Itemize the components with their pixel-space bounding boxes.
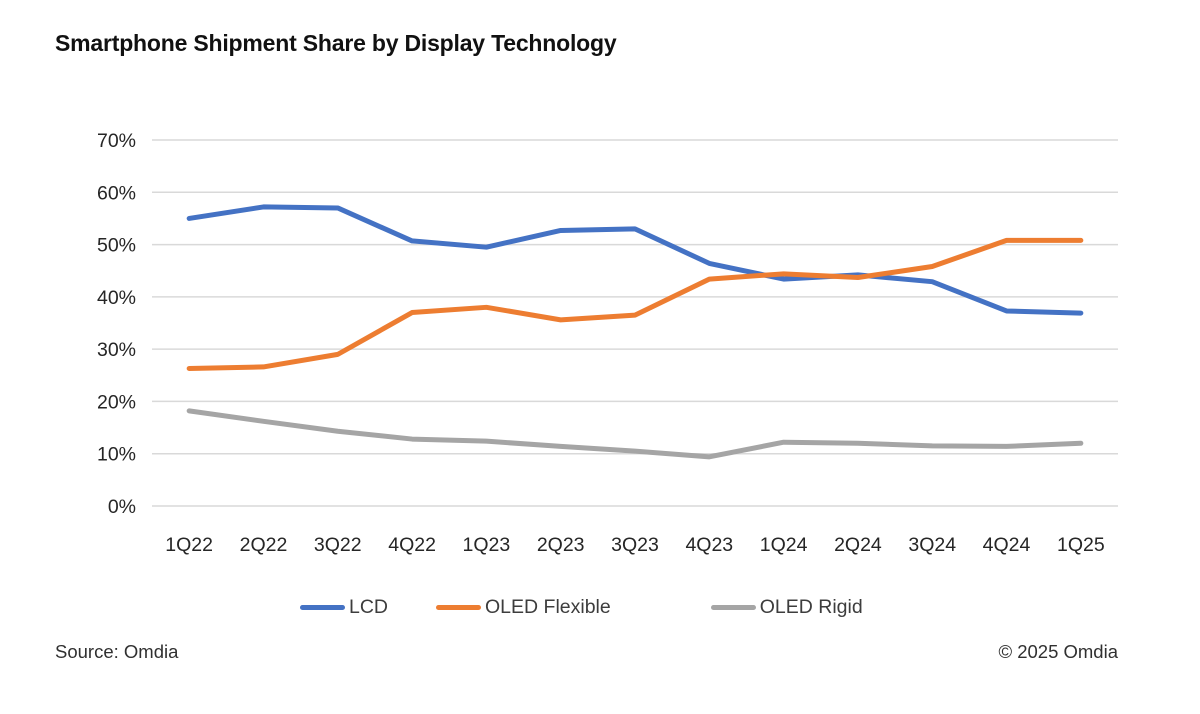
x-axis-tick-label: 2Q24 <box>834 534 882 556</box>
legend-label-lcd: LCD <box>349 596 389 618</box>
y-axis-tick-label: 50% <box>97 235 136 257</box>
oled-flexible-legend-swatch-icon <box>436 605 482 610</box>
x-axis-tick-label: 1Q24 <box>760 534 808 556</box>
x-axis-tick-label: 1Q23 <box>463 534 511 556</box>
x-axis-tick-label: 3Q22 <box>314 534 362 556</box>
legend-label-oled-rigid: OLED Rigid <box>759 596 863 618</box>
y-axis-tick-label: 40% <box>97 287 136 309</box>
x-axis-tick-label: 3Q23 <box>611 534 659 556</box>
x-axis-tick-label: 3Q24 <box>908 534 956 556</box>
y-axis-tick-label: 60% <box>97 182 136 204</box>
chart-legend: LCD OLED Flexible OLED Rigid <box>300 596 863 619</box>
x-axis-tick-label: 2Q23 <box>537 534 585 556</box>
y-axis-tick-label: 70% <box>97 130 136 152</box>
chart-title: Smartphone Shipment Share by Display Tec… <box>55 30 617 56</box>
copyright-notice: © 2025 Omdia <box>998 641 1118 662</box>
legend-item-oled-rigid: OLED Rigid <box>710 596 863 619</box>
legend-item-lcd: LCD <box>300 596 388 619</box>
x-axis-tick-label: 4Q22 <box>388 534 436 556</box>
oled-flexible-line <box>186 237 1084 371</box>
y-axis-tick-label: 0% <box>108 496 136 518</box>
oled-rigid-line <box>186 408 1084 460</box>
x-axis-tick-label: 2Q22 <box>240 534 288 556</box>
x-axis-tick-label: 1Q22 <box>165 534 213 556</box>
lcd-line <box>186 204 1084 316</box>
x-axis-tick-label: 4Q24 <box>983 534 1031 556</box>
y-axis-tick-label: 10% <box>97 444 136 466</box>
x-axis-tick-label: 4Q23 <box>685 534 733 556</box>
y-axis-tick-label: 20% <box>97 391 136 413</box>
lcd-legend-swatch-icon <box>300 605 345 610</box>
oled-rigid-legend-swatch-icon <box>710 605 756 610</box>
legend-label-oled-flexible: OLED Flexible <box>485 596 611 618</box>
x-axis-tick-label: 1Q25 <box>1057 534 1105 556</box>
legend-item-oled-flexible: OLED Flexible <box>436 596 611 619</box>
source-attribution: Source: Omdia <box>55 641 179 662</box>
y-axis-tick-label: 30% <box>97 339 136 361</box>
